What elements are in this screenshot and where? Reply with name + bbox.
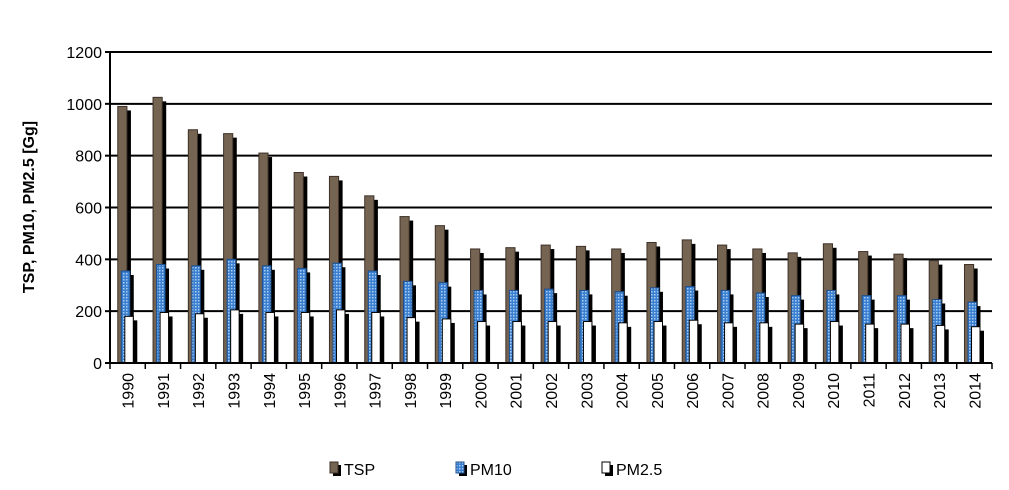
- bar-pm25: [406, 317, 417, 364]
- bar-pm25: [653, 321, 663, 364]
- y-tick-labels: 0 200 400 600 800 1000 1200: [66, 45, 102, 373]
- x-tick-label: 1998: [403, 373, 420, 409]
- x-tick-label: 2001: [509, 373, 526, 409]
- x-tick-label: 1993: [226, 373, 243, 409]
- x-tick-label: 1997: [368, 373, 385, 409]
- bar-pm25: [759, 322, 769, 364]
- bar-pm25: [547, 321, 558, 364]
- bar-pm25: [230, 309, 240, 364]
- bar-pm25: [194, 313, 205, 364]
- bar-pm25: [971, 326, 981, 364]
- bar-pm25: [900, 323, 910, 364]
- bar-pm25: [582, 321, 593, 364]
- x-tick-label: 1990: [121, 373, 138, 409]
- legend-item: PM10: [455, 461, 512, 479]
- x-tick-label: 1994: [262, 373, 279, 409]
- x-tick-label: 2012: [897, 373, 914, 409]
- grid: [110, 51, 992, 313]
- x-tick-label: 1995: [297, 373, 314, 409]
- x-tick-label: 2007: [720, 373, 737, 409]
- y-tick-label: 200: [75, 304, 102, 321]
- legend-label: TSP: [344, 462, 375, 479]
- x-tick-label: 1999: [438, 373, 455, 409]
- bar-pm25: [335, 309, 346, 364]
- legend-swatch: [455, 461, 465, 474]
- x-tick-label: 2000: [473, 373, 490, 409]
- x-tick-label: 2006: [685, 373, 702, 409]
- legend-label: PM10: [470, 462, 512, 479]
- y-tick-label: 800: [75, 149, 102, 166]
- axes: [105, 51, 993, 369]
- legend-swatch: [329, 461, 339, 474]
- x-tick-label: 2009: [791, 373, 808, 409]
- bar-pm25: [265, 311, 275, 364]
- bar-pm25: [688, 319, 699, 364]
- legend-label: PM2.5: [616, 462, 662, 479]
- legend-item: TSP: [329, 461, 375, 479]
- x-tick-label: 2005: [650, 373, 667, 409]
- x-tick-label: 1991: [156, 373, 173, 409]
- legend-item: PM2.5: [601, 461, 662, 479]
- bar-pm25: [371, 311, 381, 364]
- legend: TSP PM10 PM2.5: [329, 461, 662, 479]
- x-tick-label: 2008: [756, 373, 773, 409]
- bar-pm25: [441, 318, 452, 364]
- x-tick-label: 2010: [826, 373, 843, 409]
- bar-pm25: [935, 324, 946, 364]
- bar-pm25: [829, 321, 840, 364]
- y-tick-label: 1200: [66, 45, 102, 62]
- x-tick-label: 2002: [544, 373, 561, 409]
- bar-pm25: [477, 321, 487, 364]
- x-tick-label: 2013: [932, 373, 949, 409]
- bar-pm25: [300, 311, 311, 364]
- bar-pm25: [159, 311, 170, 364]
- x-tick-label: 2014: [967, 373, 984, 409]
- bars: [117, 96, 985, 364]
- x-tick-label: 2004: [615, 373, 632, 409]
- bar-pm25: [618, 322, 628, 364]
- y-tick-label: 600: [75, 201, 102, 218]
- x-tick-labels: 1990 1991 1992 1993 1994 1995 1996 1997 1998 1999…: [121, 373, 985, 409]
- y-tick-label: 0: [93, 356, 102, 373]
- bar-pm25: [724, 322, 734, 364]
- legend-swatch: [601, 461, 611, 474]
- bar-pm25: [865, 323, 875, 364]
- x-tick-label: 1996: [332, 373, 349, 409]
- y-axis-title: TSP, PM10, PM2.5 [Gg]: [21, 121, 38, 293]
- x-tick-label: 2011: [862, 373, 879, 408]
- bar-pm25: [794, 323, 805, 364]
- bar-pm25: [512, 321, 522, 364]
- bar-pm25: [124, 315, 134, 364]
- x-tick-label: 1992: [191, 373, 208, 409]
- x-tick-label: 2003: [579, 373, 596, 409]
- y-tick-label: 400: [75, 252, 102, 269]
- y-tick-label: 1000: [66, 97, 102, 114]
